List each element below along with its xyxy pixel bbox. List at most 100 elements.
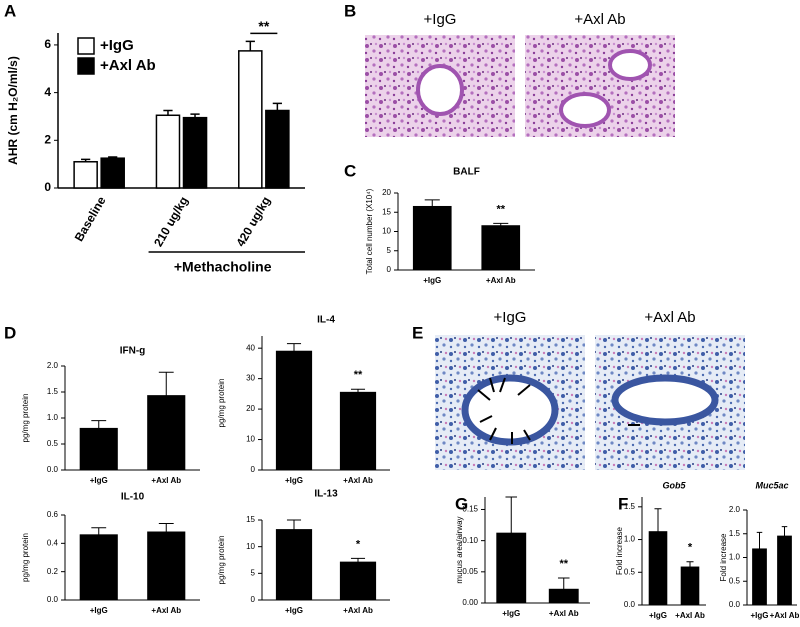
y-tick-label: 0.5 [47, 439, 59, 448]
x-tick-label: +Axl Ab [549, 609, 579, 618]
bar [412, 205, 452, 271]
x-tick-label: +IgG [423, 276, 441, 285]
error-bar [286, 343, 302, 352]
y-tick-label: 10 [246, 435, 255, 444]
y-tick-label: 20 [246, 404, 255, 413]
y-tick-label: 5 [251, 568, 256, 577]
y-tick-label: 10 [382, 227, 391, 236]
error-bar [505, 496, 518, 534]
micrograph-b [365, 35, 675, 137]
legend-label: +IgG [100, 37, 134, 54]
y-tick-label: 2 [44, 132, 51, 146]
y-tick-label: 0.5 [729, 576, 741, 585]
airway [416, 64, 464, 116]
y-tick-label: 1.5 [624, 502, 636, 511]
image-label: +IgG [494, 309, 527, 326]
y-tick-label: 30 [246, 374, 255, 383]
error-bar [686, 561, 694, 568]
legend-label: +Axl Ab [100, 57, 156, 74]
bar [147, 395, 186, 471]
x-tick-label: +IgG [285, 606, 303, 615]
y-tick-label: 0.05 [462, 567, 478, 576]
error-bar [108, 156, 118, 159]
bar [752, 548, 767, 606]
y-axis-label: pg/mg protein [21, 394, 30, 443]
chart-title: IL-4 [317, 315, 335, 326]
panel-letter: B [344, 1, 356, 20]
airway [608, 49, 652, 81]
x-tick-label: +Axl Ab [151, 476, 181, 485]
annotation: ** [258, 18, 269, 34]
panel-letter: G [455, 494, 468, 513]
error-bar [350, 388, 366, 393]
x-tick-label: +Axl Ab [343, 606, 373, 615]
chart-title: IL-13 [314, 489, 338, 500]
image-label: +Axl Ab [644, 309, 695, 326]
y-tick-label: 0 [251, 465, 256, 474]
annotation: ** [354, 369, 363, 381]
y-tick-label: 0.0 [624, 600, 636, 609]
y-axis-label: mucus area/airway [455, 516, 464, 583]
x-tick-label: +Axl Ab [675, 611, 705, 620]
y-tick-label: 15 [246, 515, 255, 524]
y-axis-label: pg/mg protein [217, 379, 226, 428]
panel-letter: C [344, 161, 356, 180]
error-bar [245, 40, 255, 51]
bar [238, 50, 263, 189]
y-tick-label: 1.0 [624, 535, 636, 544]
error-bar [158, 523, 174, 532]
annotation: * [356, 538, 361, 550]
x-tick-label: +Axl Ab [151, 606, 181, 615]
y-tick-label: 0 [387, 265, 392, 274]
bar [339, 391, 377, 471]
y-tick-label: 0.0 [47, 465, 59, 474]
chart-title: Muc5ac [755, 480, 788, 490]
airway [559, 92, 611, 128]
y-tick-label: 1.5 [729, 529, 741, 538]
bar [275, 350, 313, 471]
x-tick-label: +Axl Ab [343, 476, 373, 485]
y-tick-label: 0.6 [47, 510, 59, 519]
y-tick-label: 2.0 [47, 361, 59, 370]
x-tick-label: +IgG [90, 606, 108, 615]
image-label: +Axl Ab [574, 11, 625, 28]
error-bar [756, 531, 763, 549]
y-tick-label: 4 [44, 85, 51, 99]
y-tick-label: 0.00 [462, 598, 478, 607]
y-tick-label: 0.2 [47, 567, 59, 576]
y-tick-label: 6 [44, 37, 51, 51]
y-tick-label: 2.0 [729, 505, 741, 514]
x-tick-label: +IgG [649, 611, 667, 620]
bar [100, 157, 125, 189]
y-tick-label: 0 [251, 595, 256, 604]
chart-title: Gob5 [662, 480, 686, 490]
y-tick-label: 5 [387, 246, 392, 255]
error-bar [190, 113, 200, 118]
bar [79, 534, 118, 601]
bar [496, 532, 527, 604]
error-bar [81, 158, 91, 162]
x-tick-label: 420 ug/kg [233, 194, 273, 249]
x-tick-label: +IgG [90, 476, 108, 485]
bar [79, 427, 118, 471]
chart-title: BALF [453, 167, 480, 178]
y-tick-label: 1.0 [47, 413, 59, 422]
annotation: ** [496, 203, 505, 215]
x-tick-label: +IgG [750, 611, 768, 620]
panel-letter: F [618, 494, 628, 513]
panel-letter: D [4, 323, 16, 342]
error-bar [424, 199, 440, 207]
y-tick-label: 0.0 [47, 595, 59, 604]
arrows [477, 377, 640, 444]
bar [481, 225, 521, 271]
x-tick-label: +Axl Ab [770, 611, 800, 620]
chart-title: IL-10 [121, 492, 145, 503]
y-axis-label: pg/mg protein [21, 533, 30, 582]
bar [265, 109, 290, 189]
bar [182, 116, 208, 189]
error-bar [493, 222, 509, 226]
legend-swatch [77, 37, 95, 55]
legend-swatch [77, 57, 95, 75]
y-tick-label: 0.15 [462, 505, 478, 514]
